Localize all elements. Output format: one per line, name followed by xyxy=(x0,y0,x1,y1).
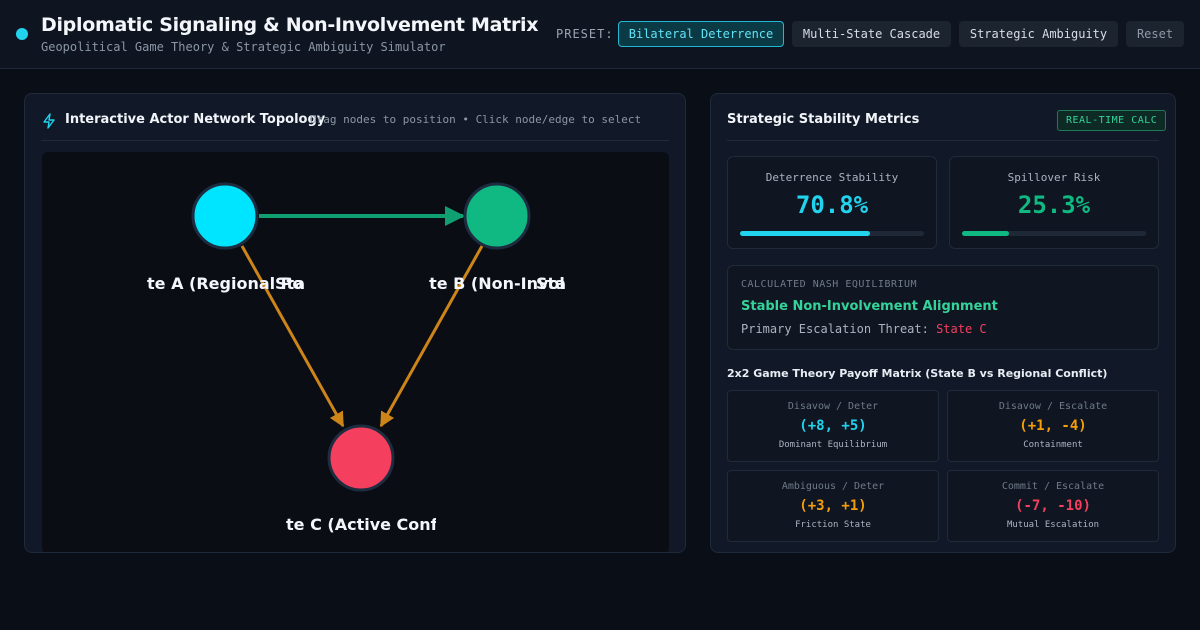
node-state-b[interactable] xyxy=(463,182,531,250)
payoff-cell-disavow-escalate[interactable]: Disavow / Escalate (+1, -4) Containment xyxy=(947,390,1159,462)
payoff-cell-header: Commit / Escalate xyxy=(1001,481,1105,492)
app-header: Diplomatic Signaling & Non-Involvement M… xyxy=(0,0,1200,69)
node-state-c[interactable] xyxy=(327,424,395,492)
node-label-state-a-overlap: Sta xyxy=(275,274,305,293)
node-state-a[interactable] xyxy=(191,182,259,250)
node-label-state-c: te C (Active Confl xyxy=(286,515,436,534)
nash-equilibrium-card: CALCULATED NASH EQUILIBRIUM Stable Non-I… xyxy=(727,265,1159,350)
status-dot-icon xyxy=(16,28,28,40)
deterrence-stability-track xyxy=(740,231,924,236)
escalation-threat: Primary Escalation Threat: State C xyxy=(741,322,987,336)
preset-label: PRESET: xyxy=(556,27,614,41)
payoff-cell-value: (-7, -10) xyxy=(1015,498,1091,514)
node-label-state-b: te B (Non-Invol xyxy=(429,274,565,293)
spillover-risk-track xyxy=(962,231,1146,236)
edge-a-c[interactable] xyxy=(240,245,345,428)
app-subtitle: Geopolitical Game Theory & Strategic Amb… xyxy=(41,40,446,54)
payoff-cell-subtitle: Containment xyxy=(1023,440,1083,450)
reset-button[interactable]: Reset xyxy=(1126,21,1184,47)
metrics-panel-title: Strategic Stability Metrics xyxy=(727,112,920,127)
payoff-cell-subtitle: Dominant Equilibrium xyxy=(778,440,888,450)
edge-b-c[interactable] xyxy=(379,245,484,428)
payoff-cell-header: Disavow / Deter xyxy=(787,401,879,412)
spillover-risk-label: Spillover Risk xyxy=(1007,171,1101,184)
spillover-risk-value: 25.3% xyxy=(1017,191,1091,219)
payoff-cell-header: Ambiguous / Deter xyxy=(781,481,885,492)
escalation-threat-label: Primary Escalation Threat: xyxy=(741,322,929,336)
deterrence-stability-value: 70.8% xyxy=(795,191,869,219)
app-title: Diplomatic Signaling & Non-Involvement M… xyxy=(41,14,539,36)
network-panel: Interactive Actor Network Topology Drag … xyxy=(24,93,686,553)
deterrence-stability-label: Deterrence Stability xyxy=(765,171,899,184)
payoff-cell-header: Disavow / Escalate xyxy=(998,401,1108,412)
network-graph xyxy=(191,182,531,492)
payoff-matrix-title: 2x2 Game Theory Payoff Matrix (State B v… xyxy=(727,367,1108,380)
metrics-panel: Strategic Stability Metrics REAL-TIME CA… xyxy=(710,93,1176,553)
spillover-risk-card: Spillover Risk 25.3% xyxy=(949,156,1159,249)
spillover-risk-fill xyxy=(962,231,1009,236)
payoff-cell-disavow-deter[interactable]: Disavow / Deter (+8, +5) Dominant Equili… xyxy=(727,390,939,462)
deterrence-stability-card: Deterrence Stability 70.8% xyxy=(727,156,937,249)
payoff-cell-value: (+8, +5) xyxy=(799,418,867,434)
node-label-state-b-overlap: Sta xyxy=(536,274,566,293)
network-canvas[interactable]: te A (Regional Pow Sta te B (Non-Invol S… xyxy=(42,152,669,552)
preset-multi-state-cascade-button[interactable]: Multi-State Cascade xyxy=(792,21,951,47)
payoff-cell-value: (+1, -4) xyxy=(1019,418,1087,434)
payoff-cell-commit-escalate[interactable]: Commit / Escalate (-7, -10) Mutual Escal… xyxy=(947,470,1159,542)
preset-bilateral-deterrence-button[interactable]: Bilateral Deterrence xyxy=(618,21,784,47)
divider xyxy=(41,140,669,141)
escalation-threat-value: State C xyxy=(936,322,987,336)
payoff-cell-subtitle: Friction State xyxy=(795,520,871,530)
preset-strategic-ambiguity-button[interactable]: Strategic Ambiguity xyxy=(959,21,1118,47)
real-time-badge: REAL-TIME CALC xyxy=(1057,110,1167,131)
nash-equilibrium-label: CALCULATED NASH EQUILIBRIUM xyxy=(741,279,918,290)
payoff-cell-ambiguous-deter[interactable]: Ambiguous / Deter (+3, +1) Friction Stat… xyxy=(727,470,939,542)
nash-equilibrium-value: Stable Non-Involvement Alignment xyxy=(741,299,998,314)
node-label-state-a: te A (Regional Pow xyxy=(147,274,303,293)
lightning-icon xyxy=(43,113,55,129)
payoff-cell-value: (+3, +1) xyxy=(799,498,867,514)
network-panel-title: Interactive Actor Network Topology xyxy=(65,112,326,127)
divider xyxy=(727,140,1159,141)
network-panel-hint: Drag nodes to position • Click node/edge… xyxy=(310,113,642,126)
payoff-cell-subtitle: Mutual Escalation xyxy=(1006,520,1100,530)
deterrence-stability-fill xyxy=(740,231,871,236)
